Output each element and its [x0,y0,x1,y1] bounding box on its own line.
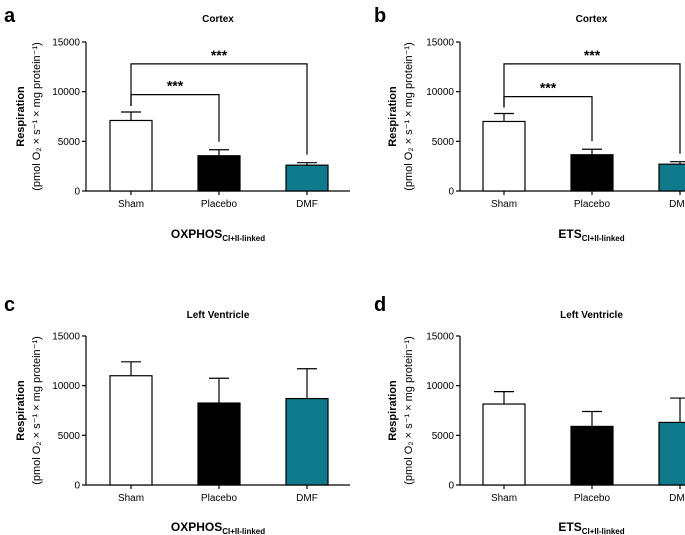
significance-bracket [503,63,681,154]
chart-panel-b: b Cortex 0 5000 10000 15000 Respiration (pmol O… [374,5,685,243]
x-axis-title: ETSCI+II-linked [558,227,624,243]
significance-label: *** [167,78,184,94]
panel-letter: a [4,5,16,27]
panel-letter: d [374,294,386,316]
bar-dmf [285,164,329,192]
y-tick-label: 0 [448,187,454,198]
y-axis-label: Respiration [15,380,27,441]
significance-label: *** [211,47,228,63]
x-tick-label: Placebo [574,493,611,504]
bar-placebo [197,402,241,486]
y-tick-label: 15000 [52,38,80,49]
bar-dmf [658,163,685,192]
y-tick-label: 10000 [52,87,80,98]
x-tick-label: Sham [118,199,144,210]
significance-bracket [130,63,308,155]
significance-label: *** [584,47,601,63]
bar-sham [482,403,526,486]
panel-letter: c [4,294,15,316]
x-axis-title: ETSCI+II-linked [558,520,624,535]
x-tick-label: Sham [491,199,517,210]
chart-title: Cortex [576,14,608,25]
x-tick-label: Sham [491,493,517,504]
y-axis-units-label: (pmol O₂ × s⁻¹ × mg protein⁻¹) [31,336,43,485]
y-axis-units-label: (pmol O₂ × s⁻¹ × mg protein⁻¹) [31,42,43,191]
chart-panel-a: a Cortex 0 5000 10000 15000 Respiration (pmol O… [4,5,350,243]
bar-dmf [658,421,685,486]
y-tick-label: 5000 [58,137,81,148]
bar-sham [482,120,526,192]
y-tick-label: 0 [74,481,80,492]
y-tick-label: 0 [448,481,454,492]
bar-placebo [197,155,241,192]
bar-placebo [570,425,614,486]
bar-dmf [285,397,329,486]
x-axis-title: OXPHOSCI+II-linked [171,520,265,535]
chart-panel-c: c Left Ventricle 0 5000 10000 15000 Respiratio… [4,294,350,535]
y-tick-label: 5000 [432,137,455,148]
panel-letter: b [374,5,386,27]
y-tick-label: 10000 [426,87,454,98]
x-tick-label: DMF [296,493,318,504]
chart-panel-d: d Left Ventricle 0 5000 10000 15000 Respiratio… [374,294,685,535]
x-tick-label: DMF [296,199,318,210]
chart-title: Left Ventricle [560,310,623,321]
y-tick-label: 15000 [426,332,454,343]
significance-label: *** [540,80,557,96]
chart-title: Left Ventricle [187,310,250,321]
x-tick-label: Placebo [201,493,238,504]
y-tick-label: 10000 [426,381,454,392]
y-tick-label: 15000 [52,332,80,343]
y-tick-label: 10000 [52,381,80,392]
x-tick-label: Placebo [201,199,238,210]
x-axis-title: OXPHOSCI+II-linked [171,227,265,243]
chart-title: Cortex [202,14,234,25]
y-axis-label: Respiration [387,380,399,441]
y-axis-units-label: (pmol O₂ × s⁻¹ × mg protein⁻¹) [403,42,415,191]
y-tick-label: 0 [74,187,80,198]
y-axis-label: Respiration [387,86,399,147]
y-tick-label: 5000 [58,431,81,442]
x-tick-label: Sham [118,493,144,504]
x-tick-label: DMF [669,199,685,210]
x-tick-label: DMF [669,493,685,504]
x-tick-label: Placebo [574,199,611,210]
y-tick-label: 15000 [426,38,454,49]
y-axis-label: Respiration [15,86,27,147]
bar-sham [109,375,153,486]
bar-sham [109,119,153,192]
y-tick-label: 5000 [432,431,455,442]
y-axis-units-label: (pmol O₂ × s⁻¹ × mg protein⁻¹) [403,336,415,485]
bar-placebo [570,154,614,192]
